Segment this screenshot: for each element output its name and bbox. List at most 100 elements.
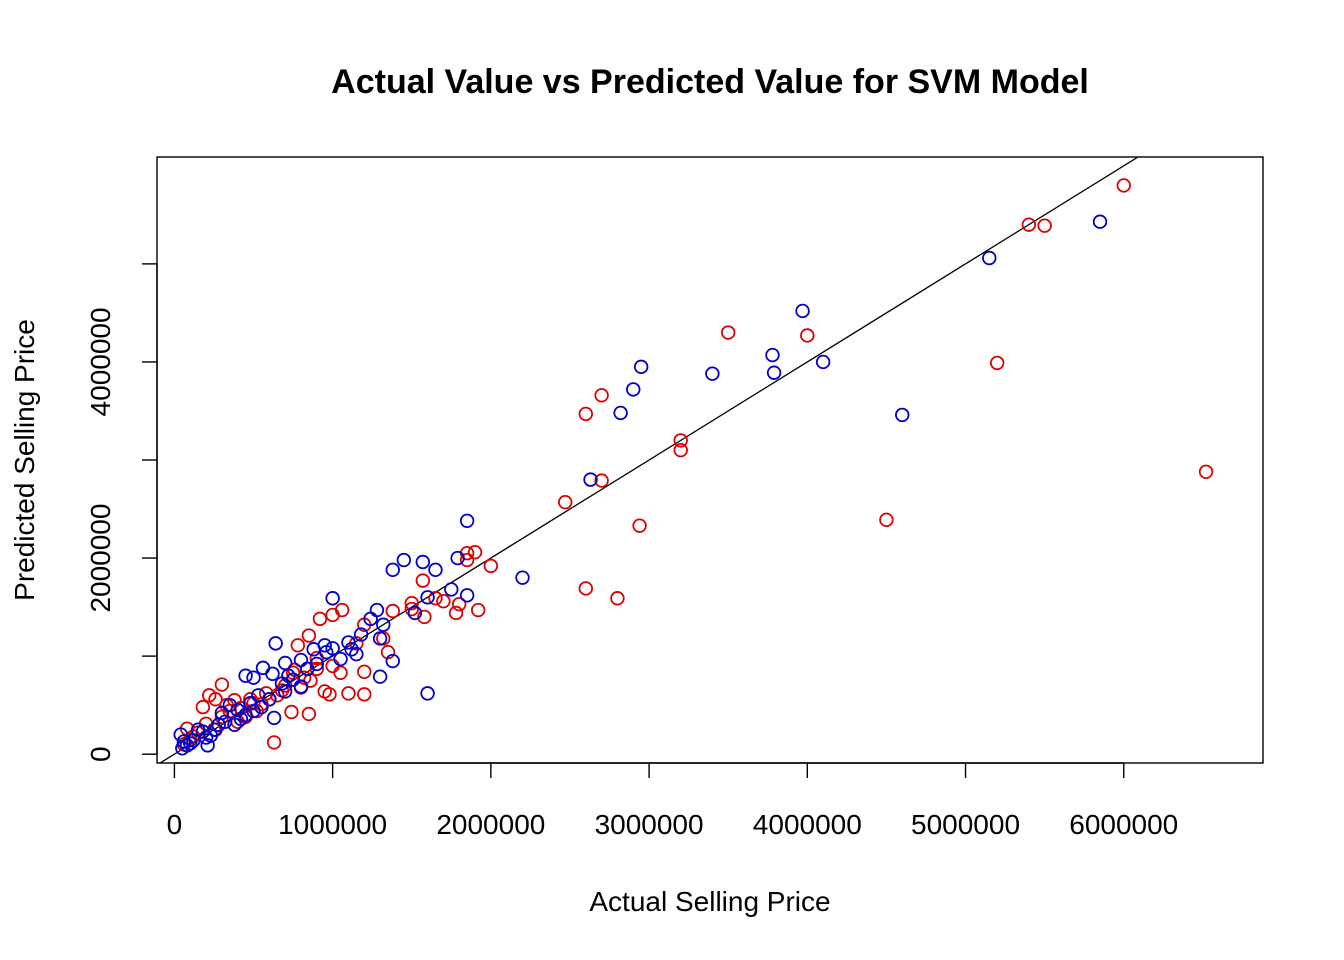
data-point: [369, 602, 385, 618]
data-point: [301, 628, 317, 643]
data-point: [222, 697, 237, 713]
data-point: [673, 442, 688, 458]
data-point: [277, 655, 293, 671]
data-point: [578, 581, 593, 596]
data-point: [309, 656, 325, 672]
data-point: [281, 668, 296, 683]
data-point: [583, 472, 598, 487]
data-point: [246, 703, 261, 719]
data-point: [1037, 218, 1052, 233]
data-point: [246, 670, 261, 685]
data-point: [420, 590, 435, 605]
x-tick-label: 1000000: [278, 809, 387, 840]
data-point: [317, 638, 332, 653]
data-point: [293, 652, 309, 668]
data-point: [450, 550, 465, 566]
data-point: [515, 570, 530, 585]
data-point: [578, 406, 593, 422]
data-point: [270, 688, 285, 703]
series-1: [176, 178, 1214, 752]
data-point: [404, 601, 419, 617]
data-point: [420, 686, 435, 701]
data-point: [436, 594, 451, 609]
data-point: [633, 359, 649, 375]
data-point: [765, 347, 780, 363]
data-point: [363, 611, 378, 627]
y-axis-label: Predicted Selling Price: [9, 319, 40, 601]
data-point: [333, 665, 348, 680]
data-point: [396, 552, 412, 568]
data-point: [301, 706, 317, 722]
data-point: [214, 677, 230, 692]
data-point: [720, 325, 736, 340]
data-point: [341, 635, 356, 650]
data-point: [626, 382, 641, 397]
x-tick-label: 6000000: [1069, 809, 1178, 840]
data-point: [470, 602, 486, 618]
data-point: [344, 642, 359, 657]
data-point: [766, 365, 782, 380]
x-tick-label: 0: [167, 809, 183, 840]
data-point: [1021, 217, 1037, 232]
data-point: [173, 727, 188, 742]
data-point: [349, 646, 364, 662]
data-point: [632, 518, 647, 533]
data-point: [1198, 464, 1214, 479]
x-axis: 0 1000000 2000000 3000000 4000000 5000000 6000…: [167, 762, 1178, 840]
data-point: [795, 303, 810, 319]
data-point: [372, 631, 388, 646]
data-point: [444, 582, 459, 597]
data-point: [982, 250, 997, 266]
data-point: [467, 544, 483, 560]
data-point: [195, 699, 211, 715]
data-point: [319, 644, 334, 660]
data-point: [380, 644, 396, 660]
data-points-layer: [173, 178, 1214, 756]
data-point: [357, 687, 372, 702]
data-point: [277, 684, 293, 699]
data-point: [309, 661, 325, 677]
data-point: [613, 405, 628, 421]
data-point: [610, 591, 625, 606]
data-point: [312, 611, 328, 627]
data-point: [317, 684, 332, 699]
data-point: [243, 695, 258, 711]
data-point: [594, 388, 609, 403]
data-point: [558, 494, 573, 510]
data-point: [372, 669, 388, 684]
data-point: [459, 588, 475, 603]
data-point: [290, 638, 306, 653]
data-point: [296, 670, 312, 685]
data-point: [284, 704, 299, 720]
data-point: [1116, 178, 1131, 193]
data-point: [989, 355, 1005, 371]
data-point: [594, 473, 609, 488]
data-point: [230, 702, 245, 718]
reference-line: [158, 157, 1140, 763]
data-point: [333, 651, 348, 667]
data-point: [266, 735, 282, 750]
data-point: [341, 686, 356, 701]
x-tick-label: 3000000: [595, 809, 704, 840]
data-point: [233, 711, 249, 727]
data-point: [428, 562, 443, 578]
data-point: [800, 328, 815, 343]
data-point: [415, 554, 431, 570]
data-point: [385, 603, 400, 619]
data-point: [895, 407, 910, 423]
data-point: [705, 366, 720, 381]
data-point: [448, 605, 464, 621]
data-point: [407, 605, 423, 621]
x-tick-label: 2000000: [436, 809, 545, 840]
data-point: [459, 552, 475, 568]
data-point: [452, 596, 467, 612]
data-point: [428, 591, 443, 606]
y-axis: 0 2000000 4000000: [85, 263, 158, 762]
data-point: [385, 653, 400, 669]
chart-title: Actual Value vs Predicted Value for SVM …: [331, 63, 1089, 101]
data-point: [255, 660, 271, 676]
data-point: [417, 609, 432, 625]
x-tick-label: 4000000: [753, 809, 862, 840]
y-tick-label: 2000000: [85, 504, 116, 613]
